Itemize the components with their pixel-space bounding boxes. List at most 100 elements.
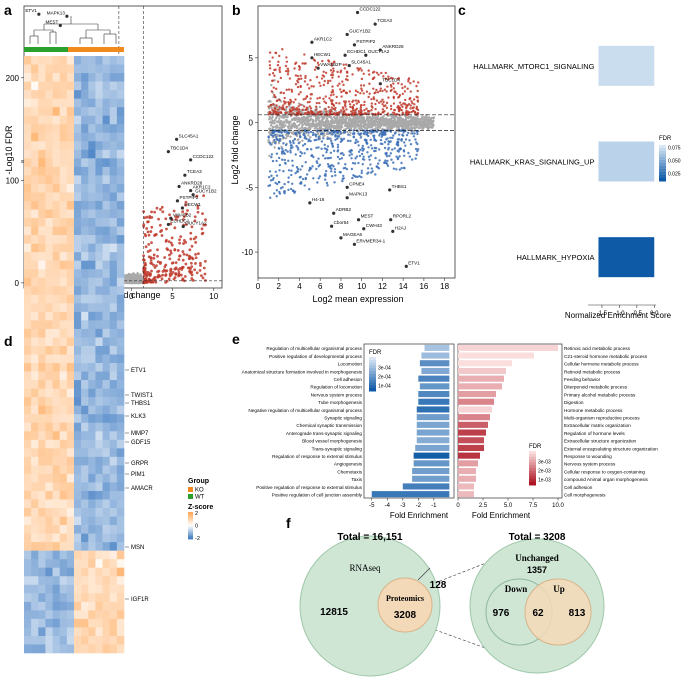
ma-point	[342, 63, 345, 66]
ma-point	[407, 80, 410, 83]
ma-point	[377, 121, 380, 125]
ma-point	[430, 120, 434, 124]
heatmap-cell	[74, 56, 82, 65]
heatmap-cell	[116, 166, 125, 176]
ma-point	[412, 135, 416, 138]
volcano-point	[169, 270, 173, 274]
ma-point	[378, 134, 381, 137]
heatmap-cell	[52, 124, 61, 134]
heatmap-cell	[24, 303, 32, 313]
ma-point	[325, 132, 329, 136]
ma-point	[379, 100, 383, 103]
heatmap-cell	[88, 294, 96, 304]
heatmap-cell	[88, 226, 96, 236]
ma-point	[313, 127, 317, 130]
heatmap-cell	[74, 294, 82, 304]
volcano-point	[140, 280, 143, 284]
heatmap-cell	[52, 158, 61, 168]
heatmap-cell	[109, 115, 118, 125]
heatmap-cell	[45, 328, 53, 338]
ma-point	[324, 71, 328, 75]
heatmap-cell	[95, 107, 103, 116]
heatmap-cell	[59, 328, 68, 338]
heatmap-cell	[38, 64, 46, 74]
ma-point	[322, 137, 325, 140]
heatmap-cell	[45, 311, 53, 321]
ma-point	[274, 108, 277, 111]
ma-point	[318, 163, 322, 167]
ma-point	[267, 184, 270, 188]
ma-point	[398, 120, 401, 123]
ma-point	[280, 129, 284, 132]
ma-point	[268, 73, 271, 76]
volcano-point	[138, 275, 141, 279]
gsea-legend-swatch	[659, 178, 666, 182]
ma-point	[350, 157, 353, 160]
ma-point	[289, 125, 292, 128]
ma-point	[403, 141, 406, 144]
heatmap-cell	[52, 311, 61, 321]
ma-point	[296, 120, 299, 124]
ma-point	[402, 154, 406, 158]
ma-point	[297, 130, 300, 134]
heatmap-cell	[24, 320, 32, 330]
volcano-point	[189, 231, 193, 235]
ma-point	[416, 89, 419, 93]
volcano-point	[147, 280, 150, 284]
ma-point	[314, 120, 318, 123]
ma-point	[381, 108, 385, 111]
ma-point	[421, 126, 425, 130]
volcano-point	[178, 238, 181, 242]
ma-point	[273, 74, 276, 77]
ma-point	[283, 152, 286, 156]
ma-point	[354, 99, 358, 102]
ma-point	[388, 119, 391, 122]
ma-point	[326, 156, 329, 160]
heatmap-cell	[81, 90, 89, 99]
ma-point	[356, 67, 359, 70]
ma-point	[417, 117, 420, 120]
heatmap-cell	[31, 218, 39, 227]
volcano-point	[190, 244, 194, 248]
heatmap-cell	[95, 252, 103, 261]
heatmap-cell	[38, 226, 46, 236]
ma-point	[271, 141, 274, 144]
ma-point	[320, 115, 323, 118]
ma-point	[360, 87, 363, 90]
ma-point	[372, 130, 375, 134]
ma-point	[360, 176, 363, 179]
ma-point	[338, 110, 341, 114]
ma-point	[288, 120, 291, 124]
volcano-point	[157, 217, 160, 221]
heatmap-cell	[52, 166, 61, 176]
heatmap-cell	[45, 141, 53, 151]
ma-point	[400, 83, 403, 86]
ma-point	[368, 82, 371, 85]
ma-point	[340, 157, 344, 160]
heatmap-cell	[59, 166, 68, 176]
heatmap-cell	[24, 226, 32, 236]
ma-point	[270, 79, 274, 83]
heatmap-cell	[109, 107, 118, 116]
ma-point	[349, 105, 352, 109]
heatmap-cell	[45, 124, 53, 134]
gsea-legend-swatch	[659, 163, 666, 167]
ma-point	[309, 136, 312, 139]
ma-point	[291, 139, 295, 143]
ma-point	[349, 110, 353, 113]
heatmap-cell	[45, 115, 53, 125]
ma-point	[343, 130, 346, 133]
ma-point	[370, 147, 374, 150]
heatmap-cell	[81, 149, 89, 159]
ma-point	[339, 127, 342, 131]
ma-point	[345, 167, 349, 171]
ma-point	[282, 136, 285, 139]
ma-point	[382, 104, 386, 108]
ma-gene-label: MAPK13	[349, 192, 368, 197]
ma-point	[336, 115, 339, 118]
heatmap-cell	[45, 132, 53, 142]
ma-point	[297, 148, 300, 151]
heatmap-cell	[109, 192, 118, 202]
ma-point	[285, 105, 288, 109]
